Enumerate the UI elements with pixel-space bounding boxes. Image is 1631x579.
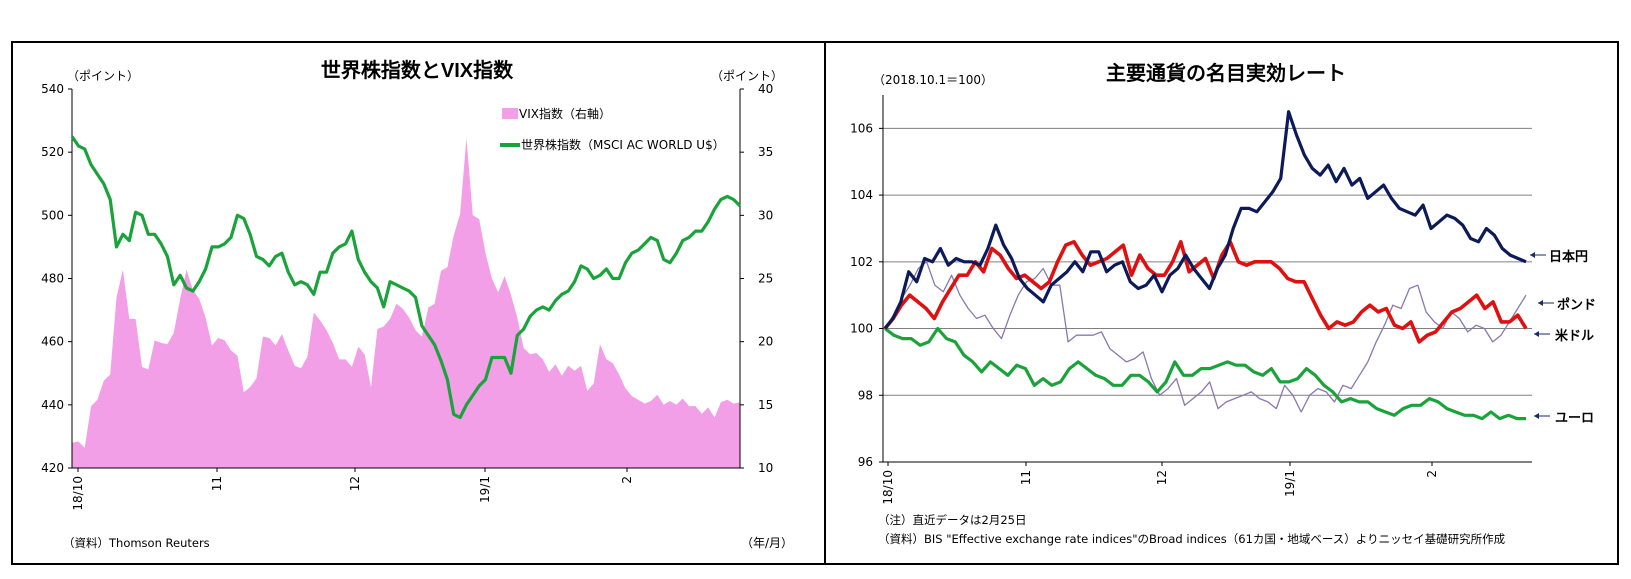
label-arrowhead [1538, 300, 1543, 306]
usd-line [883, 240, 1528, 344]
left-xtick-label: 11 [210, 476, 224, 491]
label-arrowhead [1534, 331, 1539, 337]
left-unit-left: （ポイント） [67, 69, 139, 83]
label-eur: ユーロ [1555, 411, 1594, 426]
right-ytick-label: 20 [758, 335, 773, 349]
right-xtick-label: 18/10 [881, 470, 895, 505]
legend-msci-label: 世界株指数（MSCI AC WORLD U$） [521, 137, 725, 152]
left-legend: VIX指数（右軸） 世界株指数（MSCI AC WORLD U$） [500, 106, 725, 152]
eur-line [884, 326, 1526, 421]
right-ytick-label: 106 [850, 121, 873, 135]
left-ytick-label: 420 [41, 461, 64, 475]
msci-line [70, 135, 742, 420]
label-gbp: ポンド [1557, 297, 1596, 313]
currency-labels: 日本円 ポンド 米ドル ユーロ [1530, 249, 1596, 426]
left-xtick-label: 12 [348, 476, 362, 491]
right-ytick-label: 10 [758, 461, 773, 475]
right-base-note: （2018.10.1＝100） [873, 73, 993, 87]
vix-area-layer [72, 138, 740, 469]
right-ytick-label: 40 [758, 82, 773, 96]
right-source: （資料）BIS "Effective exchange rate indices… [878, 532, 1506, 546]
right-xtick-label: 12 [1155, 470, 1169, 485]
left-ytick-label: 540 [41, 82, 64, 96]
left-xtick-label: 18/10 [71, 476, 85, 511]
left-ytick-label: 440 [41, 398, 64, 412]
legend-vix-label: VIX指数（右軸） [519, 106, 611, 121]
right-ytick-label: 104 [850, 188, 873, 202]
right-ytick-label: 30 [758, 208, 773, 222]
left-title: 世界株指数とVIX指数 [321, 58, 514, 82]
right-ytick-label: 35 [758, 145, 773, 159]
right-ytick-label: 15 [758, 398, 773, 412]
left-ytick-label: 520 [41, 145, 64, 159]
label-jpy: 日本円 [1549, 249, 1588, 265]
vix-area [72, 138, 740, 469]
label-usd: 米ドル [1555, 328, 1594, 344]
msci-line-layer [70, 135, 742, 420]
right-ytick-label: 25 [758, 272, 773, 286]
left-unit-right: （ポイント） [711, 69, 783, 83]
panel-divider [824, 41, 826, 565]
label-arrowhead [1534, 413, 1539, 419]
currency-lines-layer [883, 110, 1528, 421]
figure-frame [11, 41, 1619, 565]
legend-vix-swatch [502, 108, 518, 119]
label-arrowhead [1530, 252, 1535, 258]
right-xtick-label: 11 [1019, 470, 1033, 485]
right-xtick-label: 19/1 [1283, 470, 1297, 497]
left-axes: 420 440 460 480 500 520 540 10 15 20 25 30 35 40 18/10… [41, 82, 773, 511]
right-ytick-label: 96 [858, 455, 873, 469]
right-note: （注）直近データは2月25日 [878, 513, 1026, 527]
left-ytick-label: 460 [41, 335, 64, 349]
right-axes: 96 98 100 102 104 106 18/10 11 12 19/1 2 [850, 95, 1532, 505]
left-ytick-label: 500 [41, 208, 64, 222]
left-xtick-label: 19/1 [478, 476, 492, 503]
left-ytick-label: 480 [41, 272, 64, 286]
jpy-line [883, 110, 1527, 330]
left-source: （資料）Thomson Reuters [63, 536, 210, 550]
left-xunit: （年/月） [741, 536, 793, 550]
right-ytick-label: 100 [850, 322, 873, 336]
right-title: 主要通貨の名目実効レート [1106, 61, 1346, 85]
right-xtick-label: 2 [1425, 470, 1439, 478]
right-ytick-label: 102 [850, 255, 873, 269]
gbp-line [884, 261, 1527, 413]
right-ytick-label: 98 [858, 388, 873, 402]
left-chart: 世界株指数とVIX指数 （ポイント） （ポイント） 420 440 460 480 50… [41, 58, 793, 550]
left-xtick-label: 2 [620, 476, 634, 484]
